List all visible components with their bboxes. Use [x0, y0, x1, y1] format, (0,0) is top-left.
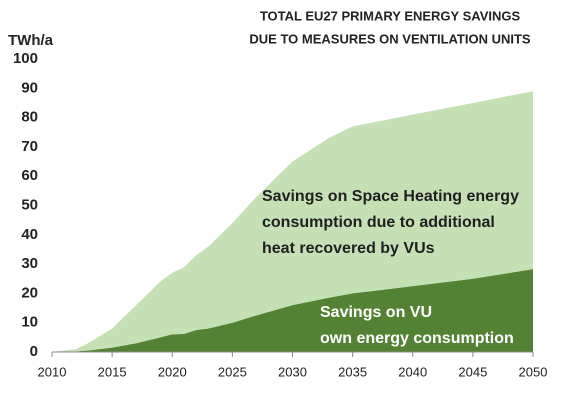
area — [52, 91, 533, 352]
y-tick-label: 40 — [21, 226, 38, 243]
x-tick-label: 2040 — [398, 364, 427, 379]
x-tick-label: 2050 — [519, 364, 548, 379]
y-tick-label: 30 — [21, 255, 38, 272]
chart-title: TOTAL EU27 PRIMARY ENERGY SAVINGS — [260, 8, 521, 23]
x-tick-label: 2045 — [458, 364, 487, 379]
x-tick-label: 2015 — [98, 364, 127, 379]
annotation-line: Savings on Space Heating energy — [262, 188, 519, 205]
y-tick-label: 0 — [30, 343, 38, 360]
x-tick-label: 2030 — [278, 364, 307, 379]
annotation-line: own energy consumption — [320, 330, 514, 347]
annotation: Savings on VU own energy consumption — [320, 300, 514, 352]
y-tick-label: 80 — [21, 109, 38, 126]
annotation-line: Savings on VU — [320, 304, 433, 321]
annotation-line: consumption due to additional — [262, 214, 495, 231]
y-tick-label: 20 — [21, 284, 38, 301]
y-axis-label: TWh/a — [8, 32, 54, 49]
y-tick-label: 100 — [13, 50, 38, 67]
x-tick-label: 2020 — [158, 364, 187, 379]
annotation: Savings on Space Heating energy consumpti… — [262, 184, 519, 262]
x-tick-label: 2035 — [338, 364, 367, 379]
x-tick-label: 2025 — [218, 364, 247, 379]
area — [52, 269, 533, 352]
y-tick-label: 70 — [21, 138, 38, 155]
chart-title: DUE TO MEASURES ON VENTILATION UNITS — [249, 31, 531, 46]
y-tick-label: 90 — [21, 79, 38, 96]
y-tick-label: 50 — [21, 196, 38, 213]
y-tick-label: 10 — [21, 314, 38, 331]
y-tick-label: 60 — [21, 167, 38, 184]
annotation-line: heat recovered by VUs — [262, 240, 435, 257]
x-tick-label: 2010 — [38, 364, 67, 379]
